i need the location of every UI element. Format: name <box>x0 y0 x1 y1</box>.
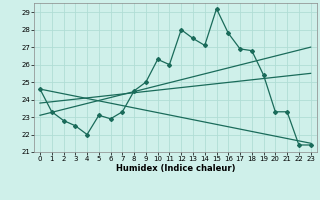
X-axis label: Humidex (Indice chaleur): Humidex (Indice chaleur) <box>116 164 235 173</box>
